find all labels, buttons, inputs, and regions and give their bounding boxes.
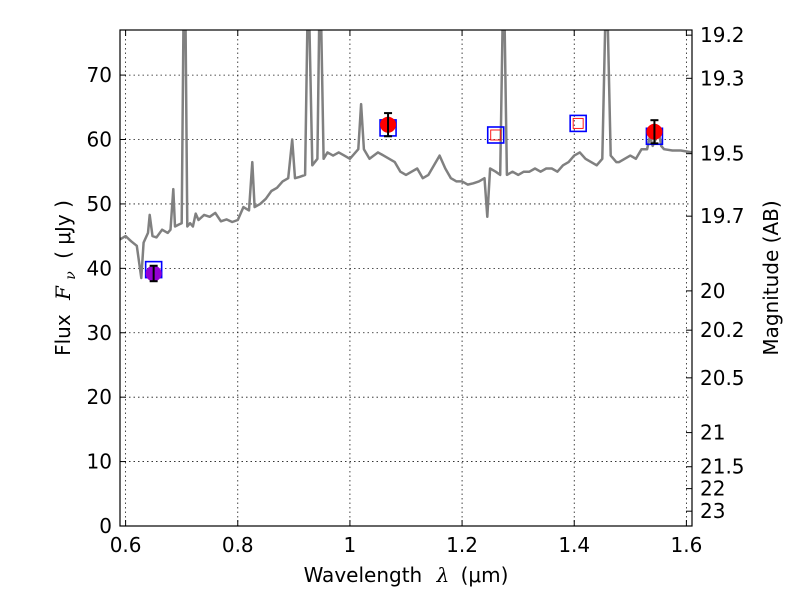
y2-tick-label: 20.5 — [700, 366, 745, 390]
grid-lines — [120, 30, 692, 527]
model-spectrum — [120, 30, 692, 280]
y-axis-label: Flux F ν ( μJy ) — [51, 200, 80, 356]
model-spectrum-line — [120, 30, 692, 280]
secondary-y-axis-label: Magnitude (AB) — [759, 200, 783, 355]
y-tick-label: 40 — [87, 256, 112, 280]
x-tick-label: 0.8 — [222, 533, 254, 557]
x-axis-label-text: Wavelength — [304, 563, 423, 587]
y2-tick-label: 20 — [700, 279, 725, 303]
y2-tick-label: 19.2 — [700, 23, 745, 47]
y-axis-label-subscript: ν — [63, 271, 79, 280]
y2-tick-label: 20.2 — [700, 318, 745, 342]
axis-ticks — [120, 30, 692, 527]
y-tick-label: 0 — [99, 514, 112, 538]
upper-limit-marker — [490, 129, 502, 141]
y2-tick-label: 22 — [700, 477, 725, 501]
synthetic-photometry-square — [486, 126, 505, 144]
plot-frame — [119, 29, 693, 527]
y-tick-label: 30 — [87, 321, 112, 345]
x-tick-label: 1.6 — [670, 533, 702, 557]
y2-tick-label: 21.5 — [700, 455, 745, 479]
y2-tick-label: 19.7 — [700, 204, 745, 228]
y-tick-label: 50 — [87, 192, 112, 216]
y-tick-label: 60 — [87, 128, 112, 152]
x-tick-label: 1.2 — [446, 533, 478, 557]
x-axis-label-unit: (μm) — [461, 563, 509, 587]
synthetic-photometry-square — [569, 114, 587, 133]
y2-tick-label: 19.3 — [700, 66, 745, 90]
y-tick-label: 10 — [87, 450, 112, 474]
y-tick-label: 20 — [87, 385, 112, 409]
x-tick-label: 1 — [344, 533, 357, 557]
upper-limit-marker — [572, 117, 584, 129]
tick-labels: 0.6 0.8 1 1.2 1.4 1.6 0 10 20 30 40 50 60 70 19.2 19.3 1… — [87, 23, 745, 557]
photometry-points — [144, 112, 664, 283]
y-axis-label-text: Flux — [51, 314, 75, 356]
x-tick-label: 1.4 — [558, 533, 590, 557]
x-axis-label: Wavelength λ (μm) — [304, 563, 509, 587]
y-axis-label-unit: ( μJy ) — [51, 200, 75, 259]
x-tick-label: 0.6 — [110, 533, 142, 557]
y-tick-label: 70 — [87, 63, 112, 87]
y2-tick-label: 21 — [700, 421, 725, 445]
y2-tick-label: 19.5 — [700, 142, 745, 166]
x-axis-label-symbol: λ — [436, 563, 450, 587]
y-axis-label-symbol: F — [51, 285, 75, 301]
y2-tick-label: 23 — [700, 499, 725, 523]
